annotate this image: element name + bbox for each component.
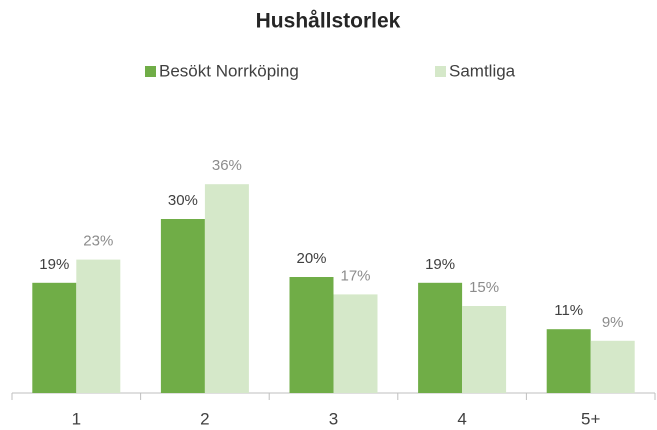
value-label: 9%	[602, 314, 624, 331]
bar	[204, 184, 249, 393]
legend-swatch	[435, 66, 446, 77]
value-label: 19%	[425, 256, 455, 273]
bar	[418, 282, 463, 393]
legend-label: Besökt Norrköping	[159, 61, 299, 80]
chart-title: Hushållstorlek	[256, 10, 401, 33]
value-label: 30%	[168, 192, 198, 209]
value-label: 11%	[554, 302, 583, 319]
x-tick-label: 1	[72, 409, 81, 428]
bar	[76, 259, 121, 393]
bar	[333, 294, 378, 393]
x-tick-label: 5+	[581, 409, 600, 428]
x-tick-label: 4	[457, 409, 466, 428]
bar	[289, 277, 334, 393]
value-label: 20%	[296, 250, 326, 267]
value-label: 23%	[83, 233, 113, 250]
bar	[546, 329, 591, 393]
x-tick-label: 2	[200, 409, 209, 428]
legend-label: Samtliga	[449, 61, 516, 80]
value-label: 19%	[39, 256, 69, 273]
value-label: 15%	[469, 279, 499, 296]
value-label: 36%	[212, 157, 242, 174]
bar	[32, 282, 77, 393]
bar	[590, 340, 635, 393]
legend-swatch	[145, 66, 156, 77]
x-tick-label: 3	[329, 409, 338, 428]
value-label: 17%	[340, 267, 370, 284]
bar	[160, 219, 205, 393]
bar	[462, 306, 507, 393]
